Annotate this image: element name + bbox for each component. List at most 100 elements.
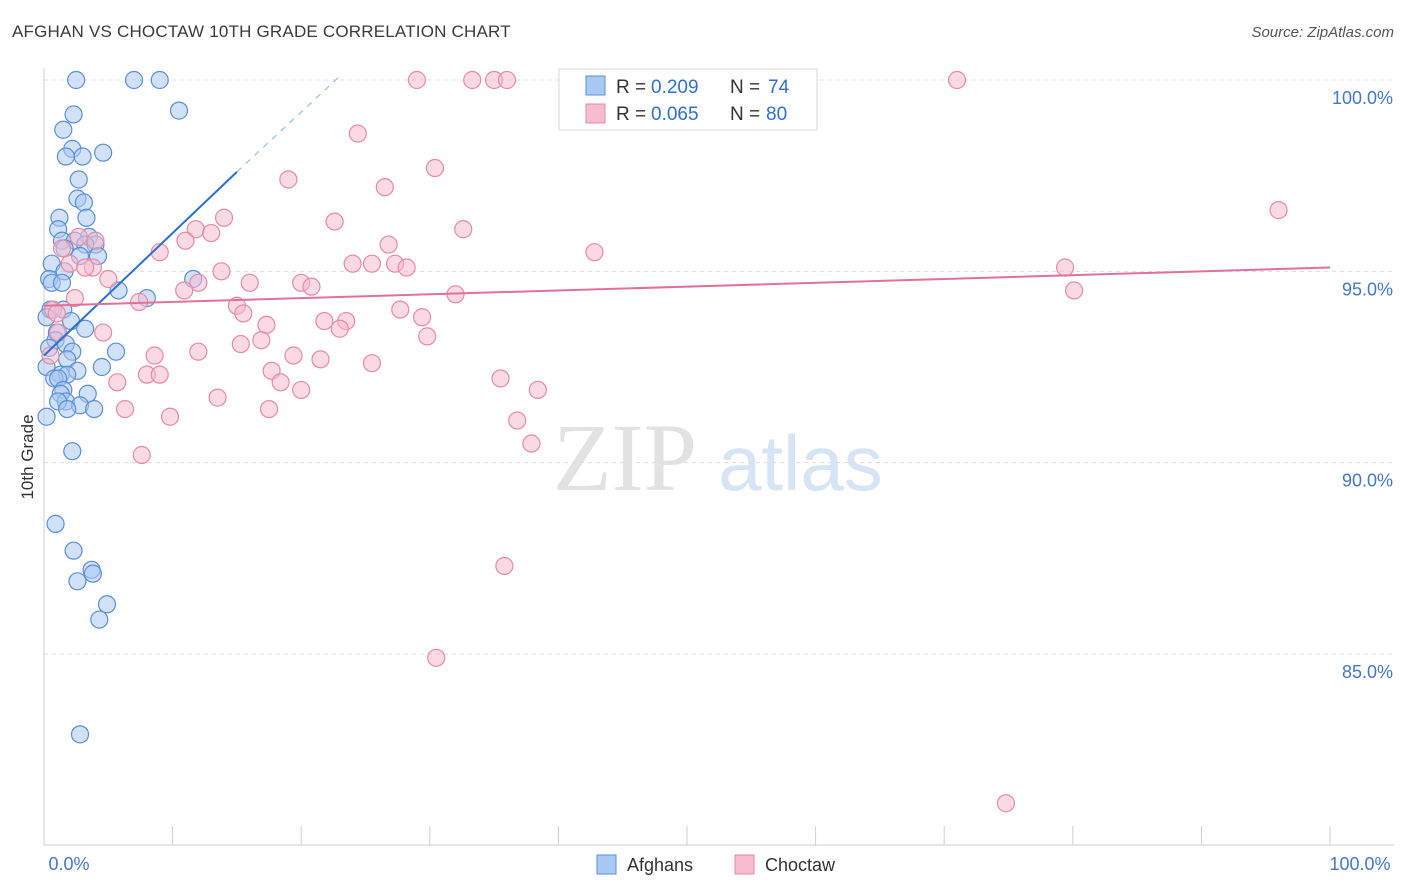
afghans-point bbox=[124, 70, 144, 90]
choctaw-point bbox=[348, 124, 367, 143]
choctaw-point bbox=[189, 273, 208, 292]
choctaw-point bbox=[115, 399, 135, 419]
y-tick-label: 95.0% bbox=[1342, 279, 1393, 299]
stats-legend-swatch-choctaw bbox=[585, 103, 606, 124]
choctaw-point bbox=[47, 304, 66, 323]
x-ticks bbox=[172, 826, 1331, 845]
choctaw-point bbox=[175, 281, 194, 300]
choctaw-point bbox=[375, 178, 394, 197]
choctaw-point bbox=[343, 254, 362, 273]
choctaw-point bbox=[176, 231, 195, 250]
afghans-point bbox=[46, 514, 65, 533]
choctaw-point bbox=[397, 258, 416, 277]
choctaw-point bbox=[132, 445, 151, 465]
choctaw-point bbox=[52, 239, 72, 258]
choctaw-point bbox=[495, 556, 514, 576]
gridlines bbox=[44, 79, 1394, 655]
choctaw-point bbox=[528, 380, 547, 400]
stats-legend-swatch-afghans bbox=[585, 75, 606, 96]
choctaw-point bbox=[145, 346, 164, 365]
choctaw-point bbox=[418, 327, 437, 346]
afghans-point bbox=[106, 342, 126, 361]
choctaw-trend-line bbox=[43, 266, 1331, 307]
source-credit: Source: ZipAtlas.com bbox=[1251, 24, 1394, 41]
choctaw-point bbox=[427, 648, 446, 667]
choctaw-point bbox=[212, 262, 231, 281]
afghans-point bbox=[83, 564, 102, 583]
afghans-point bbox=[109, 281, 128, 300]
stats-legend: R = 0.209 N = 74 R = 0.065 N = 80 bbox=[558, 68, 818, 131]
afghans-point bbox=[58, 399, 77, 419]
choctaw-point bbox=[99, 269, 118, 289]
choctaw-point bbox=[1269, 201, 1288, 220]
y-tick-label: 100.0% bbox=[1332, 88, 1393, 108]
x-tick-label-right: 100.0% bbox=[1329, 854, 1390, 874]
choctaw-point bbox=[284, 346, 303, 365]
choctaw-point bbox=[330, 319, 349, 338]
afghans-point bbox=[73, 147, 92, 166]
y-tick-label: 90.0% bbox=[1342, 471, 1393, 491]
trend-lines bbox=[43, 75, 1331, 357]
choctaw-point bbox=[454, 220, 473, 239]
choctaw-point bbox=[49, 323, 68, 342]
choctaw-point bbox=[302, 277, 321, 296]
choctaw-point bbox=[407, 70, 427, 90]
choctaw-point bbox=[1064, 281, 1084, 300]
afghans-point bbox=[37, 407, 56, 426]
axes bbox=[43, 68, 1394, 846]
choctaw-point bbox=[259, 399, 279, 419]
choctaw-point bbox=[41, 346, 60, 365]
series-choctaw-points bbox=[41, 70, 1288, 813]
stats-n-label-afghans: N = bbox=[730, 77, 760, 98]
afghans-trend-extension bbox=[236, 75, 341, 173]
afghans-point bbox=[74, 193, 93, 212]
stats-n-value-choctaw: 80 bbox=[766, 104, 787, 125]
choctaw-point bbox=[522, 434, 541, 453]
y-tick-label: 85.0% bbox=[1342, 662, 1393, 682]
choctaw-point bbox=[379, 235, 398, 254]
choctaw-point bbox=[271, 373, 290, 392]
choctaw-point bbox=[279, 170, 298, 189]
afghans-point bbox=[56, 147, 75, 166]
afghans-point bbox=[76, 319, 95, 338]
choctaw-point bbox=[208, 388, 227, 407]
afghans-point bbox=[169, 101, 189, 120]
afghans-point bbox=[85, 399, 104, 419]
afghans-point bbox=[70, 725, 90, 744]
choctaw-point bbox=[257, 315, 276, 335]
choctaw-point bbox=[491, 369, 510, 388]
y-axis-label: 10th Grade bbox=[18, 414, 37, 499]
choctaw-point bbox=[202, 223, 221, 243]
choctaw-point bbox=[508, 411, 527, 430]
legend-label-choctaw: Choctaw bbox=[765, 855, 836, 875]
afghans-point bbox=[90, 610, 109, 629]
afghans-point bbox=[97, 595, 117, 614]
choctaw-point bbox=[425, 158, 445, 178]
choctaw-point bbox=[325, 212, 344, 231]
stats-r-value-choctaw: 0.065 bbox=[651, 104, 699, 125]
afghans-point bbox=[63, 442, 82, 461]
stats-r-value-afghans: 0.209 bbox=[651, 77, 699, 98]
legend-swatch-afghans bbox=[596, 854, 617, 875]
choctaw-point bbox=[240, 273, 259, 292]
choctaw-point bbox=[996, 794, 1016, 813]
watermark-zip: ZIP bbox=[553, 404, 697, 511]
choctaw-point bbox=[214, 208, 234, 227]
choctaw-point bbox=[252, 331, 271, 350]
legend-label-afghans: Afghans bbox=[627, 855, 693, 875]
choctaw-point bbox=[234, 304, 253, 323]
choctaw-point bbox=[585, 243, 604, 262]
choctaw-point bbox=[160, 407, 180, 426]
choctaw-point bbox=[315, 311, 334, 331]
choctaw-point bbox=[292, 380, 311, 400]
stats-r-label-choctaw: R = bbox=[616, 104, 646, 125]
afghans-point bbox=[64, 541, 83, 560]
choctaw-point bbox=[189, 342, 208, 361]
afghans-point bbox=[68, 572, 87, 591]
afghans-point bbox=[77, 208, 96, 227]
choctaw-point bbox=[947, 70, 967, 90]
afghans-point bbox=[52, 273, 72, 292]
choctaw-point bbox=[69, 227, 88, 246]
choctaw-point bbox=[412, 308, 432, 327]
